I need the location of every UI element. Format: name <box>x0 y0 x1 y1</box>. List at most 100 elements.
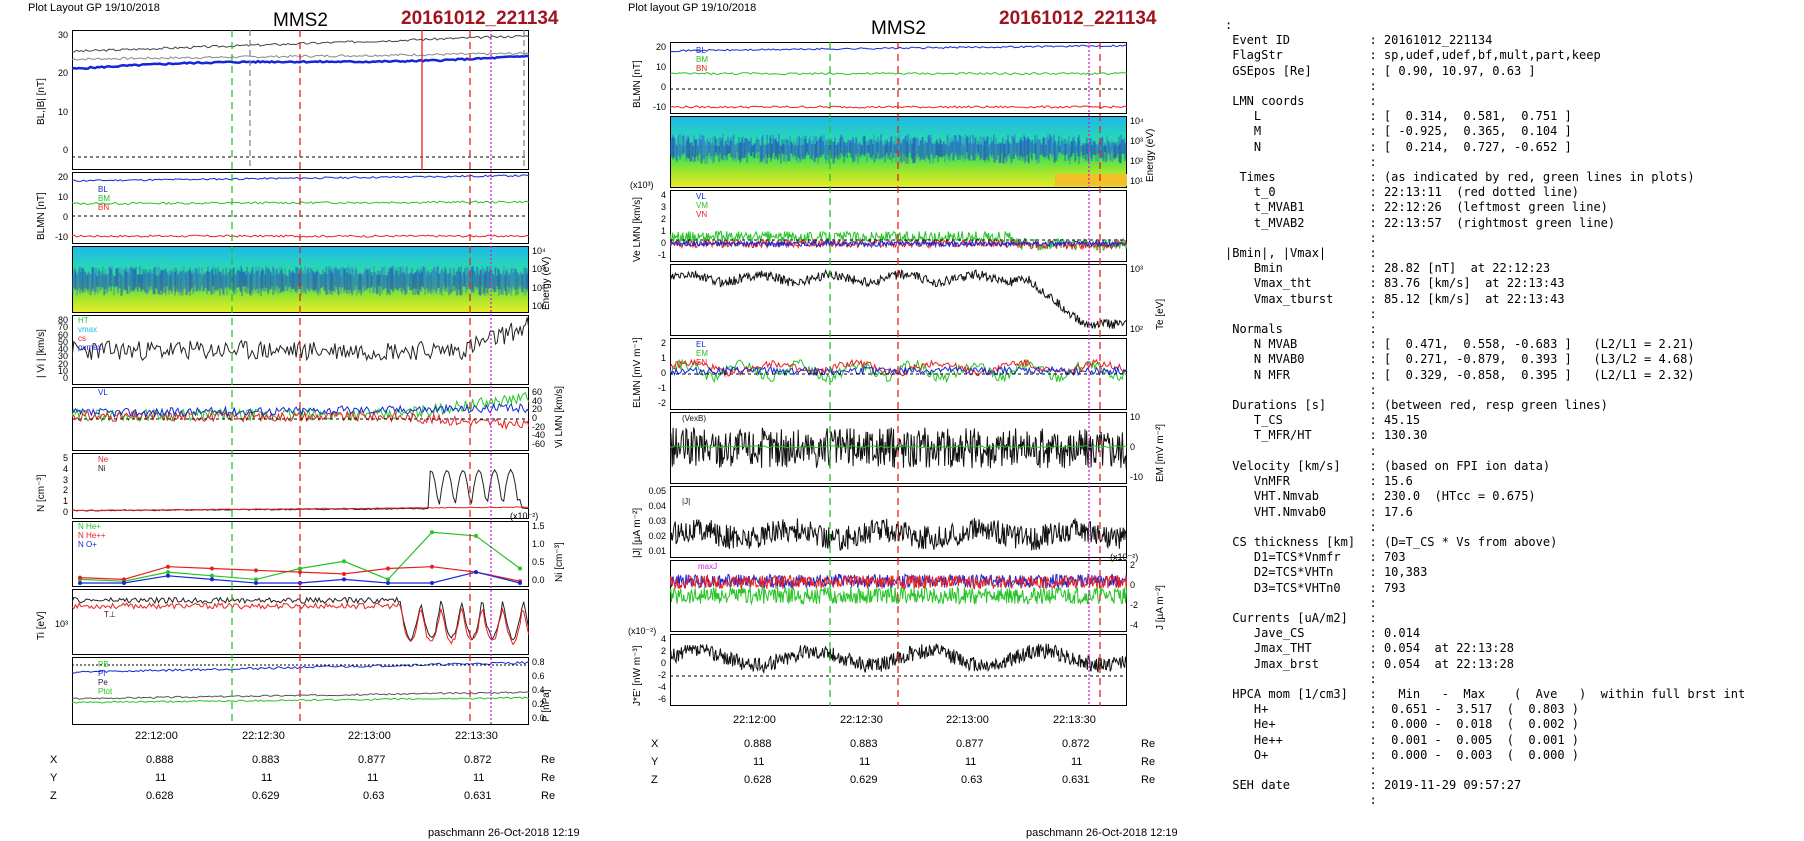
right-x-4: 0.872 <box>1062 738 1090 750</box>
info-line: CS thickness [km] : (D=T_CS * Vs from ab… <box>1225 534 1558 549</box>
left-p-tick: 0.2 <box>532 699 545 709</box>
left-p-legend-item: Pe <box>98 678 108 687</box>
left-no-plus-point <box>342 577 346 582</box>
right-e-tick: 1 <box>660 353 666 363</box>
left-vi-legend-item: pvmax <box>78 343 102 352</box>
left-coord-x-label: X <box>50 754 58 766</box>
right-e-tick: -2 <box>657 398 666 408</box>
right-j-legend-item: |J| <box>682 497 691 506</box>
right-em-tick: -10 <box>1130 472 1144 482</box>
right-ylabel-em: EM [mV m⁻²] <box>1155 423 1166 482</box>
left-footer: paschmann 26-Oct-2018 12:19 <box>428 827 580 839</box>
left-z-3: 0.63 <box>363 790 385 802</box>
info-line: VHT.Nmvab : 230.0 (HTcc = 0.675) <box>1225 489 1536 504</box>
right-blmn-legend-item: BN <box>696 64 708 73</box>
left-ti-tick: 10³ <box>54 619 68 630</box>
left-nhe-plus-point <box>430 530 434 535</box>
info-line: N MFR : [ 0.329, -0.858, 0.395 ] (L2/L1 … <box>1225 367 1695 382</box>
right-header: Plot layout GP 19/10/2018 <box>628 2 757 14</box>
info-line: D1=TCS*Vnmfr : 703 <box>1225 550 1406 565</box>
info-line: He+ : 0.000 - 0.018 ( 0.002 ) <box>1225 717 1580 732</box>
info-line: : <box>1225 78 1377 93</box>
left-traces <box>72 30 529 725</box>
left-vi-tick: 0 <box>62 373 68 383</box>
right-x-3: 0.877 <box>956 738 984 750</box>
info-line: : <box>1225 18 1233 32</box>
right-x-1: 0.888 <box>744 738 772 750</box>
right-ve-blue <box>670 239 1127 249</box>
left-ti-black <box>72 596 529 642</box>
info-line: N MVAB : [ 0.471, 0.558, -0.683 ] (L2/L1… <box>1225 337 1695 352</box>
right-j-trace <box>670 517 1127 551</box>
left-blmn-tick: 20 <box>57 172 68 182</box>
info-line: Jmax_brst : 0.054 at 22:13:28 <box>1225 656 1514 671</box>
left-no-plus-point <box>430 581 434 585</box>
info-line: t_MVAB2 : 22:13:57 (rightmost green line… <box>1225 215 1616 230</box>
left-blmn-tick: 10 <box>57 192 68 202</box>
info-line: SEH date : 2019-11-29 09:57:27 <box>1225 778 1522 793</box>
left-p-tick: 0.6 <box>532 671 545 681</box>
left-nhe-plus-point <box>518 566 522 571</box>
right-jlmn-tick: -2 <box>1130 600 1139 610</box>
info-line: Velocity [km/s] : (based on FPI ion data… <box>1225 458 1551 473</box>
left-p-tick: 0.0 <box>532 713 545 723</box>
left-unit-x: Re <box>541 754 556 766</box>
right-jl-green <box>670 585 1127 606</box>
right-je-tick: -4 <box>657 682 666 692</box>
left-b-tick: 0 <box>62 145 68 155</box>
left-n-tick: 0 <box>62 507 68 517</box>
right-traces <box>670 42 1127 706</box>
left-p-tick: 0.8 <box>532 657 545 667</box>
left-energy-tick: 10³ <box>532 264 546 275</box>
info-line: Vmax_tht : 83.76 [km/s] at 22:13:43 <box>1225 276 1565 291</box>
left-vi-tick: 40 <box>57 344 68 354</box>
left-vilmn-legend-item: VL <box>98 388 108 397</box>
info-line: Times : (as indicated by red, green line… <box>1225 170 1695 185</box>
right-energy-tick: 10⁴ <box>1130 116 1144 126</box>
right-unit-y: Re <box>1141 756 1156 768</box>
left-nhe-plusplus-point <box>210 566 214 571</box>
left-n-legend-item: Ni <box>98 464 106 473</box>
right-j-tick: 0.01 <box>648 546 666 556</box>
right-e-legend-item: EM <box>696 349 708 358</box>
right-je-tick: 2 <box>660 646 666 656</box>
right-blmn-tick: 0 <box>660 82 666 92</box>
right-unit-x: Re <box>1141 738 1156 750</box>
left-y-2: 11 <box>261 772 273 784</box>
right-em-tick: 10 <box>1130 412 1141 422</box>
right-jlmn-tick: 2 <box>1130 560 1136 570</box>
right-footer: paschmann 26-Oct-2018 12:19 <box>1026 827 1178 839</box>
left-energy-tick: 10² <box>532 282 546 293</box>
right-e-legend-item: EN <box>696 358 708 367</box>
left-nhe-plus-point <box>386 577 390 582</box>
left-nion-tick: 0.0 <box>532 575 545 585</box>
right-energy-tick: 10¹ <box>1130 176 1144 186</box>
left-no-plus-point <box>474 570 478 575</box>
left-vi-trace <box>72 317 529 362</box>
right-jlmn-tick: 0 <box>1130 580 1136 590</box>
left-vilmn-tick: -20 <box>532 421 546 432</box>
left-nhe-plus-point <box>254 577 258 582</box>
left-blmn-legend-item: BM <box>98 194 110 203</box>
left-ylabel-b: BL,|B| [nT] <box>36 78 47 125</box>
right-je-tick: -6 <box>657 694 666 704</box>
right-em-trace <box>670 427 1127 470</box>
left-time-tick-2: 22:12:30 <box>242 730 285 742</box>
right-coord-z-label: Z <box>651 774 658 786</box>
left-coord-y-label: Y <box>50 772 58 784</box>
right-jlmn-tick: -4 <box>1130 620 1139 630</box>
left-energy-tick: 10⁴ <box>532 246 546 256</box>
info-line: : <box>1225 595 1377 610</box>
left-nhe-plusplus-point <box>342 571 346 576</box>
info-line: : <box>1225 443 1377 458</box>
left-no-plus-point <box>78 581 82 585</box>
right-blmn-tick: -10 <box>652 102 666 112</box>
info-line: L : [ 0.314, 0.581, 0.751 ] <box>1225 109 1572 124</box>
info-line: M : [ -0.925, 0.365, 0.104 ] <box>1225 124 1572 139</box>
left-x-2: 0.883 <box>252 754 280 766</box>
left-bl-line <box>72 54 529 71</box>
info-line: : <box>1225 519 1377 534</box>
right-je-exp: (x10⁻²) <box>628 626 657 636</box>
left-blmn-legend-item: BN <box>98 203 110 212</box>
left-nhe-plus-point <box>166 570 170 575</box>
